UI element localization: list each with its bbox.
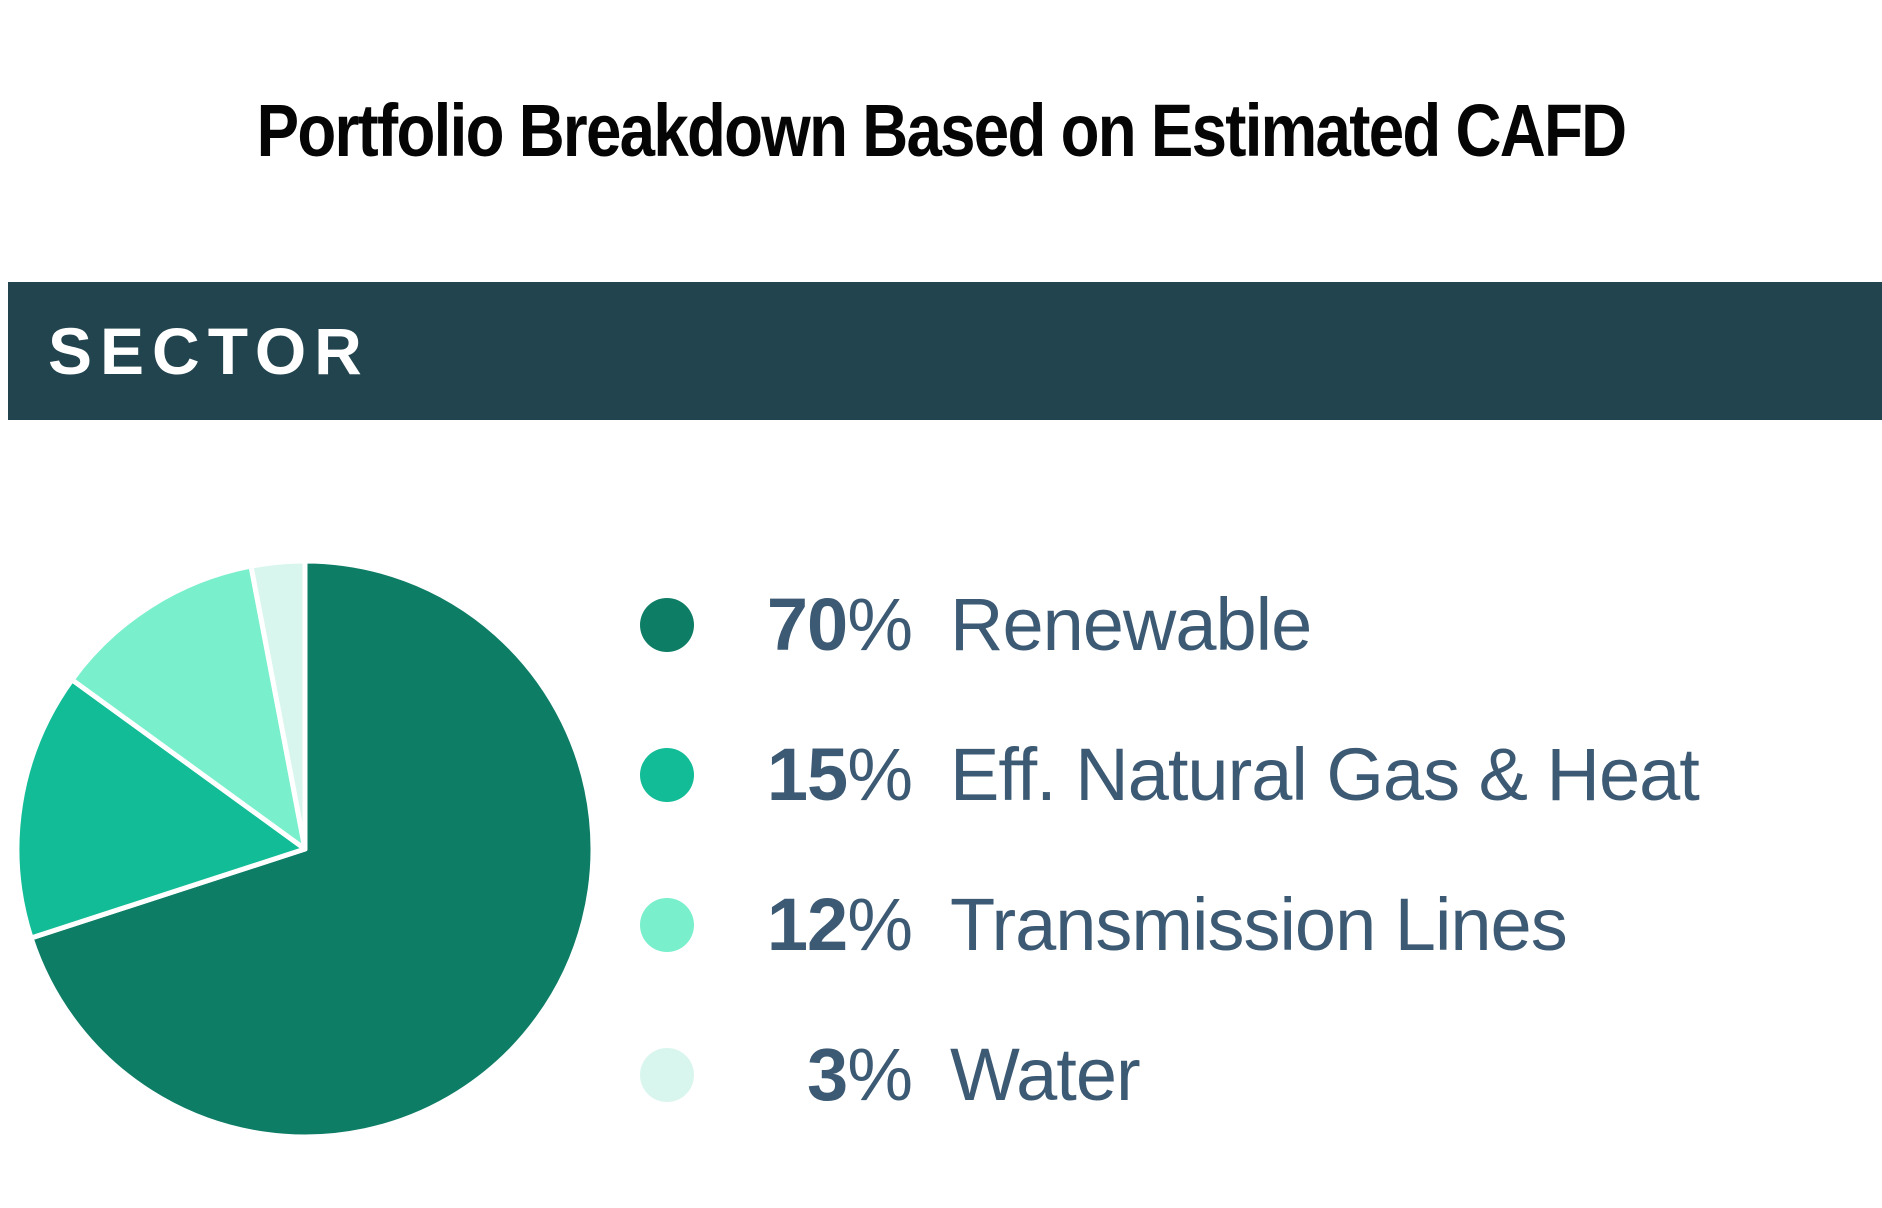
pie-chart bbox=[14, 558, 596, 1140]
legend-percent-sign: % bbox=[847, 883, 913, 966]
legend-row: 15% Eff. Natural Gas & Heat bbox=[640, 700, 1700, 850]
legend-percent-sign: % bbox=[847, 583, 913, 666]
legend-value: 3 bbox=[807, 1033, 848, 1116]
sector-header-label: SECTOR bbox=[48, 314, 370, 388]
legend-dot-icon bbox=[640, 1048, 694, 1102]
legend-dot-icon bbox=[640, 748, 694, 802]
legend-dot-icon bbox=[640, 598, 694, 652]
pie-slice-renewable bbox=[28, 558, 596, 1140]
legend-value: 15 bbox=[766, 733, 848, 816]
legend-label: Eff. Natural Gas & Heat bbox=[950, 733, 1700, 816]
legend-row: 70% Renewable bbox=[640, 550, 1312, 700]
legend-row: 12% Transmission Lines bbox=[640, 850, 1568, 1000]
page-title: Portfolio Breakdown Based on Estimated C… bbox=[256, 89, 1627, 172]
pie-slice-transmission-lines bbox=[69, 563, 308, 852]
legend-value: 12 bbox=[766, 883, 848, 966]
legend-percent-sign: % bbox=[847, 733, 913, 816]
legend-label: Water bbox=[950, 1033, 1141, 1116]
legend-row: 3% Water bbox=[640, 1000, 1141, 1150]
pie-slice-eff-natural-gas-heat bbox=[14, 677, 308, 941]
pie-slice-water bbox=[248, 558, 308, 852]
legend-label: Renewable bbox=[950, 583, 1312, 666]
legend-label: Transmission Lines bbox=[950, 883, 1568, 966]
legend-value: 70 bbox=[766, 583, 848, 666]
sector-header-bar: SECTOR bbox=[8, 282, 1882, 420]
legend-dot-icon bbox=[640, 898, 694, 952]
pie-chart-svg bbox=[14, 558, 596, 1140]
legend-percent-sign: % bbox=[847, 1033, 913, 1116]
